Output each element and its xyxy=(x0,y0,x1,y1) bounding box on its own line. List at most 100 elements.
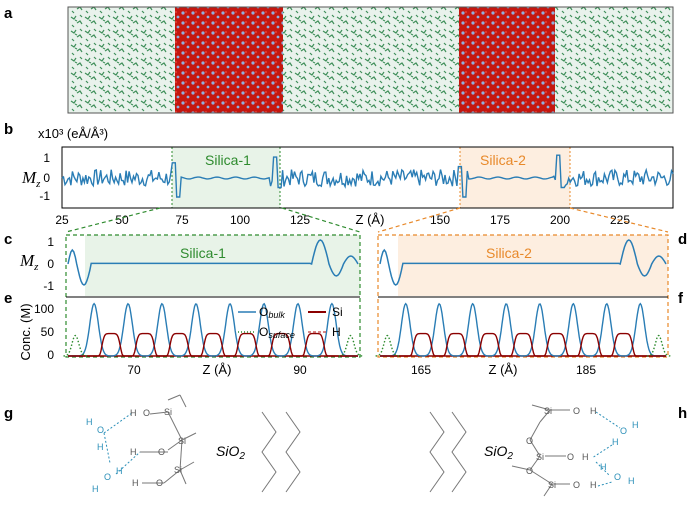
panel-label-c: c xyxy=(4,231,12,248)
ytick-e-100: 100 xyxy=(34,302,54,316)
sio2-label-right: SiO2 xyxy=(484,443,513,462)
xtick-f-165: 165 xyxy=(411,363,431,377)
zigzag-right-2 xyxy=(451,411,467,493)
ytick-b-1: 1 xyxy=(43,151,50,165)
ytick-c-m1: -1 xyxy=(43,279,54,293)
ytick-e-50: 50 xyxy=(41,325,55,339)
conc-plot-left xyxy=(63,302,363,357)
water-h-4b: H xyxy=(600,462,607,472)
panel-label-g: g xyxy=(4,405,13,422)
md-snapshot xyxy=(67,6,674,114)
xtick-25: 25 xyxy=(55,213,69,227)
zigzag-left-2 xyxy=(285,411,301,493)
silica-slab-2 xyxy=(459,7,555,113)
silica-atoms-left: O H Si Si O H Si O H xyxy=(130,407,186,488)
zoom-title-silica1: Silica-1 xyxy=(180,245,226,261)
legend-osurface-o: O xyxy=(259,325,268,339)
xtick-e-70: 70 xyxy=(127,363,141,377)
ylabel-conc: Conc. (M) xyxy=(18,303,33,360)
mz-full-chart: Silica-1 Silica-2 xyxy=(61,146,674,209)
xlabel-b: Z (Å) xyxy=(356,212,385,227)
panel-label-b: b xyxy=(4,121,13,138)
water-o-4: O xyxy=(614,472,621,482)
water-h-3a: H xyxy=(632,420,639,430)
panel-label-e: e xyxy=(4,290,12,307)
silica-atoms-right: Si O H O Si O H O Si O H xyxy=(526,406,597,490)
legend-h: H xyxy=(332,325,341,339)
xtick-f-185: 185 xyxy=(576,363,596,377)
xlabel-e: Z (Å) xyxy=(203,362,232,377)
schematic-left xyxy=(140,394,197,485)
zoom-connector-right-2 xyxy=(569,207,669,233)
water-region xyxy=(68,7,673,113)
silica1-zoom-band xyxy=(85,235,360,296)
xtick-150: 150 xyxy=(430,213,450,227)
legend-obulk-o: O xyxy=(259,305,268,319)
water-h-2a: H xyxy=(92,484,99,494)
legend-obulk-sub: bulk xyxy=(268,310,285,320)
zoom-panel-silica1: Silica-1 xyxy=(63,234,363,358)
atom-o-l3: O xyxy=(156,478,163,488)
obulk-series-line xyxy=(380,302,666,357)
zoom-connector-left-1 xyxy=(65,207,161,233)
panel-label-d: d xyxy=(678,231,687,248)
region-label-silica2: Silica-2 xyxy=(480,152,526,168)
atom-o-r2: O xyxy=(526,436,533,446)
silica1-band xyxy=(172,147,280,208)
si-series-line xyxy=(68,332,358,357)
atom-si-l2: Si xyxy=(178,436,186,446)
atom-h-r3: H xyxy=(590,480,597,490)
atom-o-r1: O xyxy=(573,406,580,416)
water-h-3b: H xyxy=(612,437,619,447)
region-label-silica1: Silica-1 xyxy=(205,152,251,168)
unit-label: x10³ (eÅ/Å³) xyxy=(38,126,108,141)
zoom-frame-left xyxy=(65,234,361,358)
xticks-b: 25 50 75 100 125 150 175 200 225 Z (Å) xyxy=(55,212,630,227)
zoom-title-silica2: Silica-2 xyxy=(486,245,532,261)
atom-h-l1: H xyxy=(130,408,137,418)
zoom-connector-right-1 xyxy=(377,207,461,233)
atom-o-l2: O xyxy=(158,447,165,457)
xtick-100: 100 xyxy=(230,213,250,227)
ytick-e-0: 0 xyxy=(47,348,54,362)
mz-series-line xyxy=(61,154,674,198)
osurface-peak-1 xyxy=(338,334,363,357)
mz-zoom-line-1 xyxy=(67,239,359,286)
osurface-peak-1 xyxy=(646,334,671,357)
atom-o-r4: O xyxy=(526,466,533,476)
sio2-label-left: SiO2 xyxy=(216,443,245,462)
water-h-1b: H xyxy=(97,442,104,452)
legend-obulk: Obulk xyxy=(259,305,285,320)
ytick-b-m1: -1 xyxy=(39,189,50,203)
panel-label-a: a xyxy=(4,5,13,22)
h-bonds-left xyxy=(103,412,141,475)
atom-si-r3: Si xyxy=(548,480,556,490)
snapshot-frame xyxy=(67,6,674,114)
legend: Obulk Osuface Si H xyxy=(238,305,343,340)
atom-si-r1: Si xyxy=(544,406,552,416)
atom-o-r3: O xyxy=(567,452,574,462)
legend-osurface-sub: suface xyxy=(268,330,295,340)
ytick-b-0: 0 xyxy=(43,171,50,185)
legend-si: Si xyxy=(332,305,343,319)
xtick-175: 175 xyxy=(490,213,510,227)
xlabel-f: Z (Å) xyxy=(489,362,518,377)
zigzag-left-1 xyxy=(261,411,277,493)
xtick-50: 50 xyxy=(115,213,129,227)
osurface-peak-0 xyxy=(375,334,400,357)
xtick-75: 75 xyxy=(175,213,189,227)
panel-label-f: f xyxy=(678,290,684,307)
schematic-right xyxy=(511,404,570,497)
xtick-125: 125 xyxy=(290,213,310,227)
atom-o-l1: O xyxy=(143,408,150,418)
water-h-4a: H xyxy=(628,476,635,486)
legend-osurface: Osuface xyxy=(259,325,295,340)
atom-h-l2: H xyxy=(130,447,137,457)
ylabel-mz-c: Mz xyxy=(19,251,39,273)
zigzag-molecules xyxy=(261,411,467,493)
atom-h-r1: H xyxy=(590,406,597,416)
ytick-c-1: 1 xyxy=(47,235,54,249)
zoom-frame-right xyxy=(377,234,669,358)
water-o-3: O xyxy=(620,426,627,436)
zigzag-right-1 xyxy=(429,411,445,493)
